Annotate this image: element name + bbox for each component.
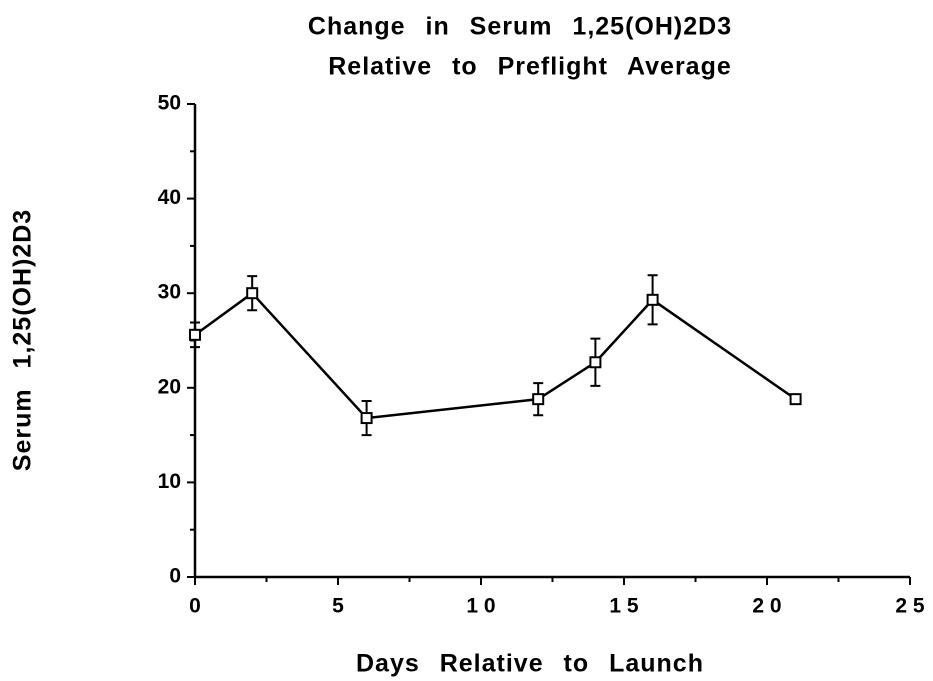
x-tick-label: 2 5 (895, 595, 925, 618)
marker (646, 293, 659, 306)
marker (246, 287, 259, 300)
x-tick-label: 1 5 (609, 595, 639, 618)
marker (360, 412, 373, 425)
y-tick-label: 10 (158, 470, 181, 493)
marker (589, 356, 602, 369)
x-tick-label: 0 (189, 595, 201, 618)
marker (532, 393, 545, 406)
chart-title: Relative to Preflight Average (328, 53, 732, 81)
marker (789, 393, 802, 406)
y-axis-label: Serum 1,25(OH)2D3 (9, 209, 37, 471)
marker (189, 328, 201, 341)
x-tick-label: 1 0 (466, 595, 495, 618)
x-tick-label: 2 0 (752, 595, 781, 618)
x-tick-label: 5 (332, 595, 344, 618)
series-line (194, 291, 797, 420)
x-axis-label: Days Relative to Launch (356, 650, 704, 678)
y-tick-label: 30 (158, 281, 181, 304)
y-tick-label: 0 (169, 565, 181, 588)
y-tick-label: 50 (158, 92, 181, 115)
y-tick-label: 20 (158, 375, 181, 398)
y-tick-label: 40 (158, 186, 181, 209)
chart-title: Change in Serum 1,25(OH)2D3 (308, 13, 732, 41)
